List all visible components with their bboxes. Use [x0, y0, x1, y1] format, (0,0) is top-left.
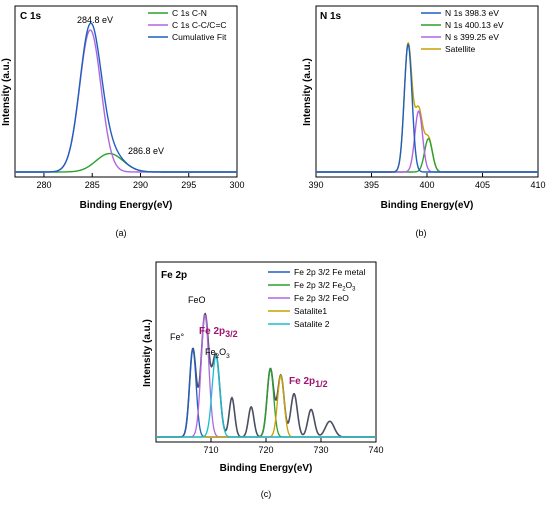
panel-b-xticks: 390 395 400 405 410	[308, 173, 546, 190]
annotation-fe2p-1-2-sub: 1/2	[315, 379, 328, 389]
legend-label-fe2o3-sub: 2	[342, 287, 346, 293]
panel-a-frame	[14, 5, 238, 178]
series-c-1s-c-c-c-c	[15, 29, 237, 173]
panel-b: N 1s 390 395 400 405 410 Binding Energy(eV) …	[302, 5, 546, 238]
legend-label-n1: N 1s 398.3 eV	[445, 8, 499, 18]
xtick-label-a-280: 280	[36, 180, 51, 190]
panel-a-curves	[15, 22, 237, 173]
legend-label-fe-metal: Fe 2p 3/2 Fe metal	[294, 267, 365, 277]
xtick-label-b-400: 400	[419, 180, 434, 190]
legend-label-satalite1: Satalite1	[294, 306, 327, 316]
annotation-fe2o3-b: O	[219, 347, 226, 357]
legend-label-n3: N s 399.25 eV	[445, 32, 499, 42]
xtick-label-b-395: 395	[364, 180, 379, 190]
legend-label-n2: N 1s 400.13 eV	[445, 20, 504, 30]
legend-label-feo: Fe 2p 3/2 FeO	[294, 293, 349, 303]
annotation-fe2o3: Fe2O3	[205, 347, 230, 360]
panel-a: C 1s 280 285 290 295 300 Binding Energy(eV) …	[1, 5, 245, 238]
panel-b-ylabel: Intensity (a.u.)	[302, 58, 313, 126]
legend-label-c-n: C 1s C-N	[172, 8, 207, 18]
panel-a-title: C 1s	[20, 11, 42, 22]
annotation-286-8: 286.8 eV	[128, 146, 164, 156]
legend-label-satellite: Satellite	[445, 44, 476, 54]
panel-c-title: Fe 2p	[161, 270, 187, 281]
xtick-label-a-300: 300	[229, 180, 244, 190]
annotation-feo: FeO	[188, 295, 206, 305]
panel-a-legend: C 1s C-N C 1s C-C/C=C Cumulative Fit	[148, 8, 227, 42]
xtick-label-a-295: 295	[181, 180, 196, 190]
annotation-fe2o3-a: Fe	[205, 347, 216, 357]
panel-a-caption: (a)	[116, 228, 127, 238]
panel-c-annotations: Fe° FeO Fe2O3 Fe 2p3/2 Fe 2p1/2	[170, 295, 328, 389]
annotation-fe2p-1-2-main: Fe 2p	[289, 376, 315, 387]
annotation-fe2p-3-2-main: Fe 2p	[199, 326, 225, 337]
series-cumulative-fit	[15, 22, 237, 173]
annotation-fe2p-1-2: Fe 2p1/2	[289, 376, 328, 389]
legend-label-cumulative: Cumulative Fit	[172, 32, 227, 42]
panel-a-ylabel: Intensity (a.u.)	[1, 58, 12, 126]
panel-c-xlabel: Binding Energy(eV)	[220, 463, 313, 474]
xtick-label-b-410: 410	[530, 180, 545, 190]
xtick-label-c-710: 710	[203, 445, 218, 455]
series-envelope-fe	[156, 312, 376, 438]
legend-label-fe2o3: Fe 2p 3/2 Fe2O3	[294, 280, 356, 293]
xtick-label-a-290: 290	[133, 180, 148, 190]
panel-c-ylabel: Intensity (a.u.)	[142, 319, 153, 387]
legend-label-fe2o3-tail: O	[346, 280, 353, 290]
series-fe-2p-3-2-feo	[156, 314, 376, 438]
legend-label-satalite2: Satalite 2	[294, 319, 330, 329]
xtick-label-c-740: 740	[368, 445, 383, 455]
xtick-label-c-720: 720	[258, 445, 273, 455]
series-satellite	[316, 42, 538, 173]
panel-c-xticks: 710 720 730 740	[203, 438, 384, 455]
series-fe-2p-3-2-fe-metal	[156, 348, 376, 438]
panel-b-caption: (b)	[416, 228, 427, 238]
xtick-label-a-285: 285	[85, 180, 100, 190]
annotation-fe0: Fe°	[170, 332, 185, 342]
panel-c-caption: (c)	[261, 489, 272, 499]
xtick-label-b-405: 405	[475, 180, 490, 190]
panel-c-legend: Fe 2p 3/2 Fe metal Fe 2p 3/2 Fe2O3 Fe 2p…	[268, 267, 365, 329]
panel-b-legend: N 1s 398.3 eV N 1s 400.13 eV N s 399.25 …	[421, 8, 504, 54]
panel-b-title: N 1s	[320, 11, 342, 22]
series-satalite-2	[156, 355, 376, 438]
panel-c-curves	[156, 312, 376, 438]
panel-b-curves	[316, 42, 538, 173]
annotation-fe2o3-sub1: 2	[216, 353, 220, 360]
legend-label-c-c: C 1s C-C/C=C	[172, 20, 227, 30]
annotation-fe2p-3-2-sub: 3/2	[225, 329, 238, 339]
panel-b-xlabel: Binding Energy(eV)	[381, 200, 474, 211]
annotation-fe2o3-sub2: 3	[226, 353, 230, 360]
panel-a-xlabel: Binding Energy(eV)	[80, 200, 173, 211]
panel-c: Fe 2p 710 720 730 740 Binding Energy(eV) In…	[142, 261, 384, 499]
annotation-fe2p-3-2: Fe 2p3/2	[199, 326, 238, 339]
legend-label-fe2o3-sub2: 3	[352, 287, 356, 293]
xtick-label-b-390: 390	[308, 180, 323, 190]
panel-a-xticks: 280 285 290 295 300	[36, 173, 245, 190]
panel-b-frame	[315, 5, 539, 178]
series-n-1s-398-3-ev	[316, 43, 538, 173]
legend-label-fe2o3-a: Fe 2p 3/2 Fe	[294, 280, 342, 290]
annotation-284-8: 284.8 eV	[77, 15, 113, 25]
xtick-label-c-730: 730	[313, 445, 328, 455]
